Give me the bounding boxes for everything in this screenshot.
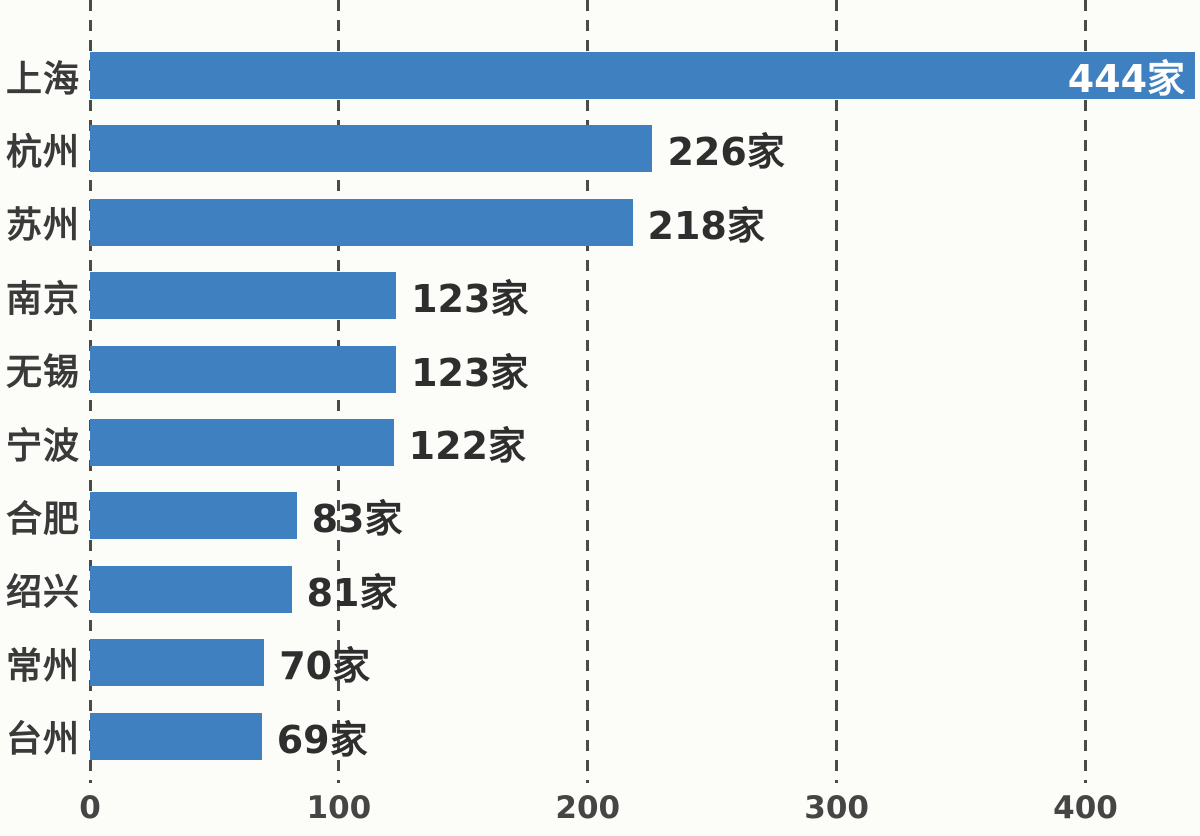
gridline	[835, 0, 839, 783]
bar	[90, 125, 653, 173]
bar-row: 苏州 218家	[0, 198, 1200, 248]
value-label: 69家	[276, 717, 368, 762]
bar	[90, 198, 633, 246]
bar	[90, 565, 292, 613]
value-label: 123家	[411, 350, 529, 395]
category-label: 无锡	[6, 352, 81, 394]
x-tick-label: 0	[79, 790, 101, 826]
x-tick-label: 300	[804, 790, 869, 826]
bar	[90, 419, 394, 466]
category-label: 常州	[6, 645, 81, 687]
bar-row: 绍兴 81家	[0, 565, 1200, 615]
category-label: 绍兴	[6, 572, 81, 614]
bar	[90, 272, 397, 320]
x-tick-label: 200	[555, 790, 621, 826]
bar-row: 台州 69家	[0, 712, 1200, 762]
category-label: 上海	[6, 58, 81, 100]
bar	[90, 639, 265, 687]
value-label: 81家	[306, 570, 398, 615]
gridline	[1084, 0, 1088, 783]
bar-row: 合肥 83家	[0, 492, 1200, 542]
bar	[90, 52, 1196, 99]
category-label: 杭州	[6, 131, 81, 173]
bar-row: 杭州 226家	[0, 125, 1200, 175]
value-label: 218家	[647, 203, 765, 248]
value-label: 226家	[667, 130, 785, 175]
category-label: 南京	[6, 278, 81, 320]
category-label: 台州	[6, 719, 81, 761]
category-label: 合肥	[6, 498, 81, 540]
x-tick-label: 400	[1053, 790, 1118, 826]
bar	[90, 712, 262, 760]
bar-row: 上海 444家	[0, 52, 1200, 101]
category-label: 苏州	[6, 205, 81, 247]
bar-row: 常州 70家	[0, 639, 1200, 689]
bar-row: 无锡 123家	[0, 345, 1200, 395]
bar-row: 宁波 122家	[0, 419, 1200, 468]
bar-row: 南京 123家	[0, 272, 1200, 322]
value-label: 123家	[411, 277, 529, 322]
value-label: 70家	[279, 644, 371, 689]
bar	[90, 492, 297, 540]
gridline	[586, 0, 590, 783]
value-label: 122家	[408, 424, 526, 468]
bar	[90, 345, 397, 393]
x-tick-label: 100	[306, 790, 372, 826]
category-label: 宁波	[6, 425, 81, 467]
value-label: 83家	[311, 497, 403, 542]
value-label: 444家	[1067, 57, 1186, 101]
